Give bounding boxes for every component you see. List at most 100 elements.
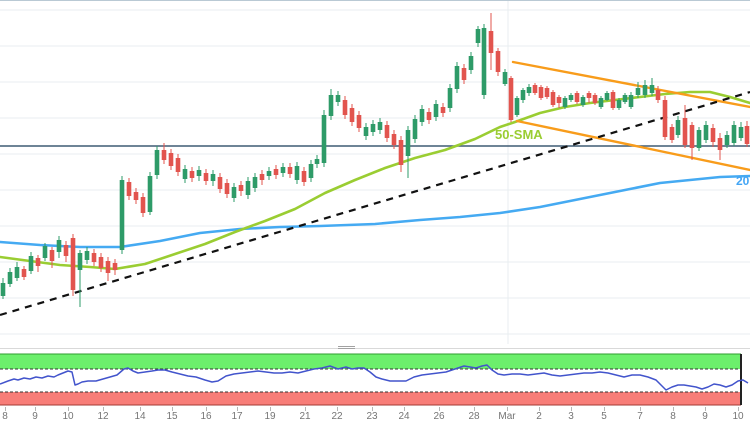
candle-body	[703, 125, 709, 140]
candle-body	[562, 98, 568, 107]
candle-body	[433, 104, 439, 117]
candle-body	[655, 90, 661, 100]
candle-body	[49, 250, 55, 261]
candle-body	[377, 122, 383, 130]
x-axis-label: 24	[398, 411, 410, 422]
candle-body	[238, 185, 244, 191]
candle-body	[662, 100, 668, 137]
candle-body	[398, 140, 404, 165]
x-axis-tick	[604, 407, 605, 411]
candle-body	[98, 257, 104, 268]
candle-body	[616, 100, 622, 108]
candle-body	[724, 135, 730, 145]
candle-body	[556, 97, 562, 103]
candle-body	[468, 56, 474, 70]
sma50-line[interactable]	[0, 90, 750, 271]
candle-body	[168, 153, 174, 166]
x-axis-tick	[640, 407, 641, 411]
x-axis-label: 14	[134, 411, 146, 422]
x-axis-tick	[507, 407, 508, 411]
x-axis-label: 16	[200, 411, 212, 422]
candle-body	[675, 120, 681, 135]
x-axis-label: Mar	[498, 411, 516, 422]
candle-body	[610, 92, 616, 108]
channel-lower-line[interactable]	[515, 119, 750, 172]
candle-body	[461, 68, 467, 80]
candle-body	[35, 258, 41, 266]
candle-body	[321, 115, 327, 163]
oscillator-chart-canvas[interactable]	[0, 352, 750, 408]
dashed-trendline[interactable]	[0, 90, 750, 317]
candle-body	[203, 173, 209, 181]
candle-body	[126, 182, 132, 196]
x-axis-label: 26	[433, 411, 445, 422]
candle-body	[196, 170, 202, 176]
candle-body	[0, 283, 6, 296]
candle-body	[147, 176, 153, 212]
candle-body	[520, 90, 526, 100]
x-axis-tick	[35, 407, 36, 411]
candle-body	[574, 93, 580, 102]
channel-upper-line[interactable]	[511, 60, 750, 109]
candle-body	[532, 85, 538, 93]
candle-body	[689, 125, 695, 148]
candle-body	[266, 171, 272, 176]
candle-body	[342, 100, 348, 115]
x-axis-tick	[140, 407, 141, 411]
x-axis-label: 5	[601, 411, 607, 422]
candle-body	[182, 169, 188, 179]
x-axis-label: 28	[468, 411, 480, 422]
candle-body	[140, 197, 146, 213]
candle-body	[21, 269, 27, 277]
x-axis-tick	[372, 407, 373, 411]
candle-body	[56, 240, 62, 252]
x-axis-tick	[705, 407, 706, 411]
sma200-label: 20	[736, 174, 750, 188]
candle-body	[502, 72, 508, 84]
candle-body	[7, 272, 13, 284]
x-axis-label: 23	[366, 411, 378, 422]
candle-body	[586, 93, 592, 98]
candle-body	[682, 118, 688, 145]
pane-resize-handle-icon[interactable]	[338, 345, 355, 351]
candle-body	[294, 166, 300, 180]
candle-body	[245, 181, 251, 195]
x-axis-label: 3	[568, 411, 574, 422]
oscillator-line[interactable]	[0, 364, 749, 391]
x-axis-label: 15	[166, 411, 178, 422]
x-axis-label: 2	[536, 411, 542, 422]
x-axis-tick	[337, 407, 338, 411]
x-axis-label: 8	[2, 411, 8, 422]
candle-body	[231, 187, 237, 198]
sma50-label: 50-SMA	[495, 127, 543, 142]
candle-body	[568, 95, 574, 100]
candle-body	[161, 150, 167, 160]
oversold-band	[0, 392, 741, 405]
x-axis-tick	[474, 407, 475, 411]
candle-body	[301, 171, 307, 182]
x-axis-label: 7	[637, 411, 643, 422]
candle-body	[210, 174, 216, 181]
price-chart-canvas[interactable]	[0, 0, 750, 344]
candle-body	[259, 174, 265, 180]
x-axis-label: 12	[97, 411, 109, 422]
x-axis-tick	[673, 407, 674, 411]
candle-body	[224, 183, 230, 194]
candle-body	[252, 177, 258, 188]
candle-body	[592, 95, 598, 103]
x-axis-tick	[539, 407, 540, 411]
sma200-line[interactable]	[0, 174, 750, 249]
candle-body	[669, 127, 675, 140]
candle-body	[598, 98, 604, 107]
x-axis-tick	[5, 407, 6, 411]
x-axis-tick	[738, 407, 739, 411]
candle-body	[580, 97, 586, 105]
candle-body	[481, 28, 487, 95]
candle-body	[642, 85, 648, 95]
x-axis-label: 21	[299, 411, 311, 422]
pane-separator-line	[0, 348, 750, 349]
candle-body	[550, 92, 556, 105]
candle-body	[635, 88, 641, 95]
candle-body	[538, 87, 544, 98]
candle-body	[308, 164, 314, 178]
